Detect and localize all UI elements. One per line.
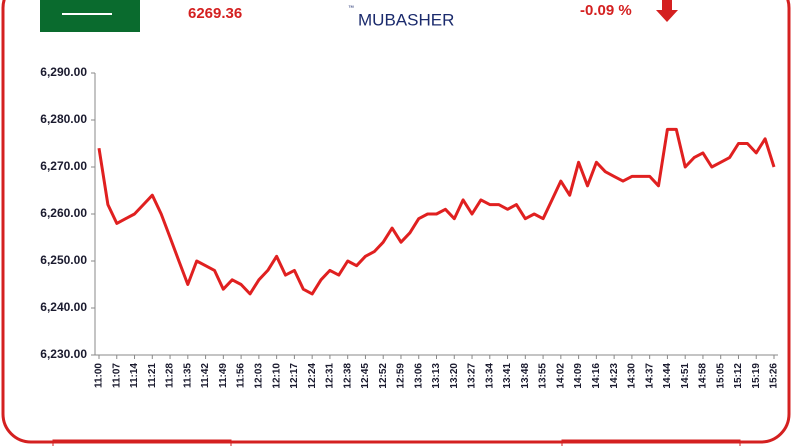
x-tick-label: 12:24 [307, 363, 318, 389]
x-tick-label: 11:56 [236, 363, 247, 388]
y-tick-label: 6,270.00 [40, 159, 87, 173]
x-tick-label: 14:16 [591, 363, 602, 389]
x-tick-label: 13:20 [449, 363, 460, 389]
x-tick-label: 13:34 [484, 363, 495, 389]
x-tick-label: 11:35 [182, 363, 193, 388]
x-tick-label: 11:00 [94, 363, 105, 388]
logo-mark: ™ [348, 5, 354, 12]
y-tick-label: 6,260.00 [40, 206, 87, 220]
x-tick-label: 11:21 [147, 363, 158, 388]
x-tick-label: 11:07 [111, 363, 122, 388]
bottom-box [52, 439, 232, 446]
flag [40, 0, 140, 32]
logo: MUBASHER [358, 10, 454, 29]
x-tick-label: 15:05 [715, 363, 726, 389]
change: -0.09 % [580, 2, 632, 19]
y-tick-label: 6,280.00 [40, 112, 87, 126]
x-tick-label: 13:48 [520, 363, 531, 389]
y-tick-label: 6,290.00 [40, 65, 87, 79]
x-tick-label: 13:06 [413, 363, 424, 389]
bottom-box [561, 439, 741, 446]
x-tick-label: 12:45 [360, 363, 371, 389]
x-tick-label: 11:14 [129, 363, 140, 388]
x-tick-label: 13:13 [431, 363, 442, 389]
y-tick-label: 6,230.00 [40, 347, 87, 361]
x-tick-label: 12:59 [396, 363, 407, 389]
x-tick-label: 14:09 [573, 363, 584, 389]
x-tick-label: 15:26 [769, 363, 780, 389]
x-tick-label: 14:51 [680, 363, 691, 389]
index-value: 6269.36 [188, 5, 242, 22]
x-tick-label: 11:49 [218, 363, 229, 388]
x-tick-label: 14:58 [698, 363, 709, 389]
x-tick-label: 13:55 [538, 363, 549, 389]
x-tick-label: 13:41 [502, 363, 513, 389]
x-tick-label: 14:23 [609, 363, 620, 389]
x-tick-label: 12:10 [271, 363, 282, 389]
x-tick-label: 12:03 [254, 363, 265, 389]
x-tick-label: 14:30 [627, 363, 638, 389]
x-tick-label: 12:17 [289, 363, 300, 389]
x-tick-label: 14:02 [555, 363, 566, 389]
x-tick-label: 15:19 [751, 363, 762, 389]
line [97, 127, 776, 296]
x-tick-label: 15:12 [733, 363, 744, 389]
x-tick-label: 14:37 [644, 363, 655, 389]
y-tick-label: 6,240.00 [40, 300, 87, 314]
y-tick-label: 6,250.00 [40, 253, 87, 267]
x-tick-label: 12:31 [325, 363, 336, 389]
down-arrow [656, 0, 678, 22]
x-tick-label: 12:38 [342, 363, 353, 389]
x-tick-label: 11:28 [165, 363, 176, 388]
x-tick-label: 13:27 [467, 363, 478, 389]
x-tick-label: 11:42 [200, 363, 211, 388]
x-tick-label: 12:52 [378, 363, 389, 389]
x-tick-label: 14:44 [662, 363, 673, 389]
